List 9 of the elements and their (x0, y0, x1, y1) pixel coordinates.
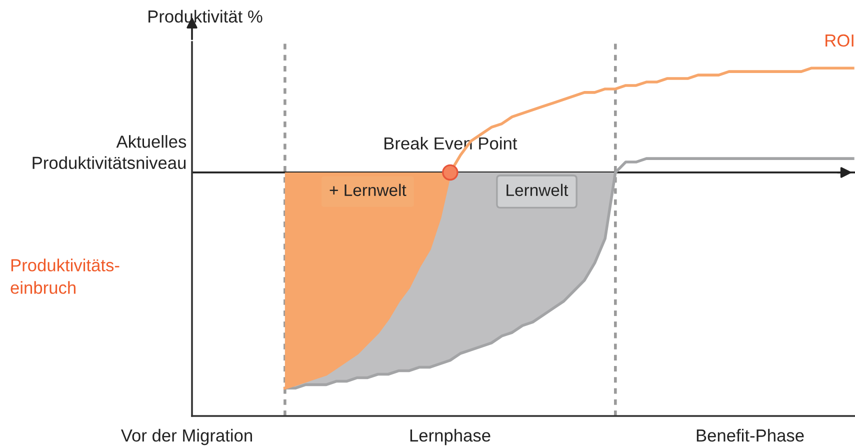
text: Produktivitäts- einbruch (10, 258, 120, 294)
y-axis-title: Produktivität % (148, 10, 262, 23)
text: Vor der Migration (120, 428, 252, 446)
text: Lernwelt (506, 184, 568, 196)
text: ROI (826, 34, 854, 47)
text: + Lernwelt (330, 184, 406, 196)
ref-line-label: Aktuelles Produktivitätsniveau (32, 135, 186, 170)
text: Benefit-Phase (696, 428, 804, 442)
text: Lernphase (410, 428, 490, 446)
